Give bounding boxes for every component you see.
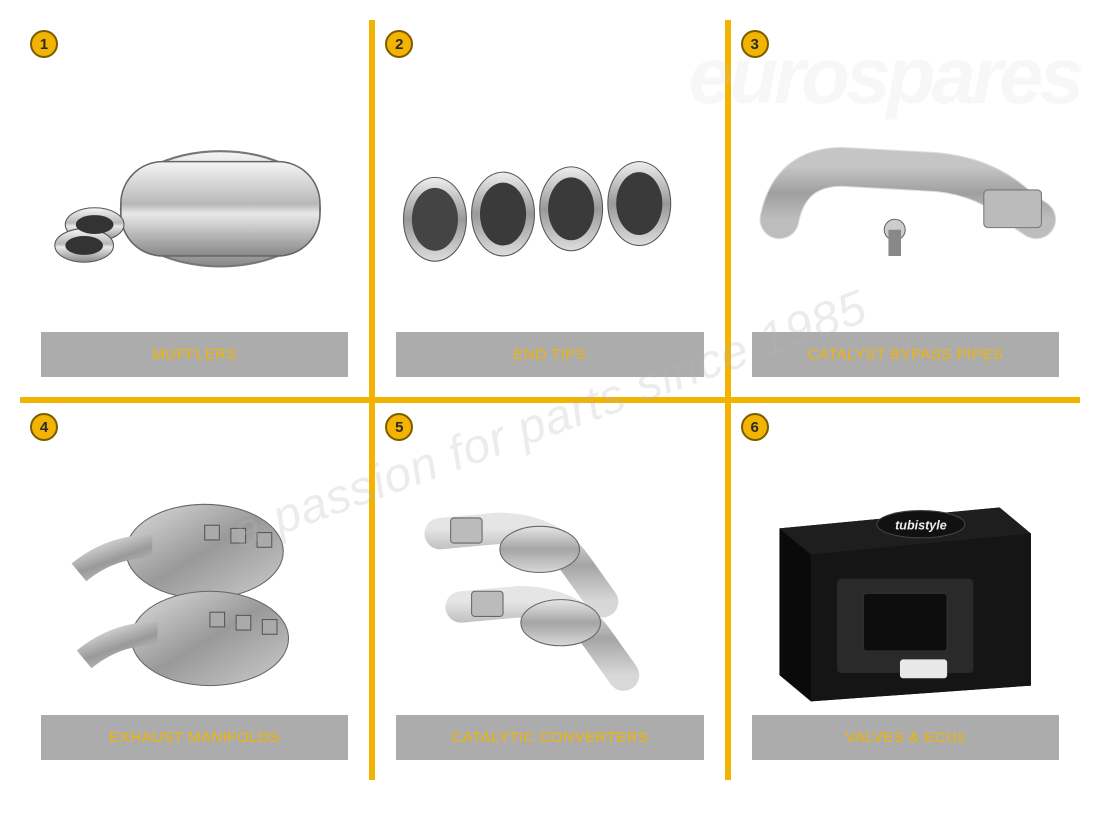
badge-number: 4 xyxy=(40,419,48,436)
category-label: VALVES & ECUs xyxy=(752,715,1059,760)
muffler-icon xyxy=(37,104,351,314)
number-badge: 6 xyxy=(741,413,769,441)
number-badge: 4 xyxy=(30,413,58,441)
badge-number: 1 xyxy=(40,36,48,53)
badge-number: 6 xyxy=(750,419,758,436)
category-label: EXHAUST MANIFOLDS xyxy=(41,715,348,760)
catconv-icon xyxy=(393,476,707,707)
category-label: END TIPS xyxy=(396,332,703,377)
product-category-grid: 1 MUFFLERS 2 xyxy=(20,20,1080,780)
category-cell-manifolds[interactable]: 4 xyxy=(20,403,369,780)
number-badge: 3 xyxy=(741,30,769,58)
category-label: CATALYTIC CONVERTERS xyxy=(396,715,703,760)
category-cell-mufflers[interactable]: 1 MUFFLERS xyxy=(20,20,369,397)
ecubox-icon: tubistyle xyxy=(748,476,1062,707)
manifolds-icon xyxy=(37,476,351,707)
endtips-icon xyxy=(393,104,707,314)
bypass-icon xyxy=(748,104,1062,314)
badge-number: 3 xyxy=(750,36,758,53)
badge-number: 2 xyxy=(395,36,403,53)
category-cell-bypass[interactable]: 3 CATALYST BYPASS PIPES xyxy=(731,20,1080,397)
category-cell-endtips[interactable]: 2 xyxy=(375,20,724,397)
category-cell-valves-ecus[interactable]: 6 tubistyle VALVES & ECUs xyxy=(731,403,1080,780)
number-badge: 1 xyxy=(30,30,58,58)
category-label: CATALYST BYPASS PIPES xyxy=(752,332,1059,377)
brand-label: tubistyle xyxy=(895,519,947,533)
badge-number: 5 xyxy=(395,419,403,436)
category-label: MUFFLERS xyxy=(41,332,348,377)
category-cell-catconv[interactable]: 5 xyxy=(375,403,724,780)
